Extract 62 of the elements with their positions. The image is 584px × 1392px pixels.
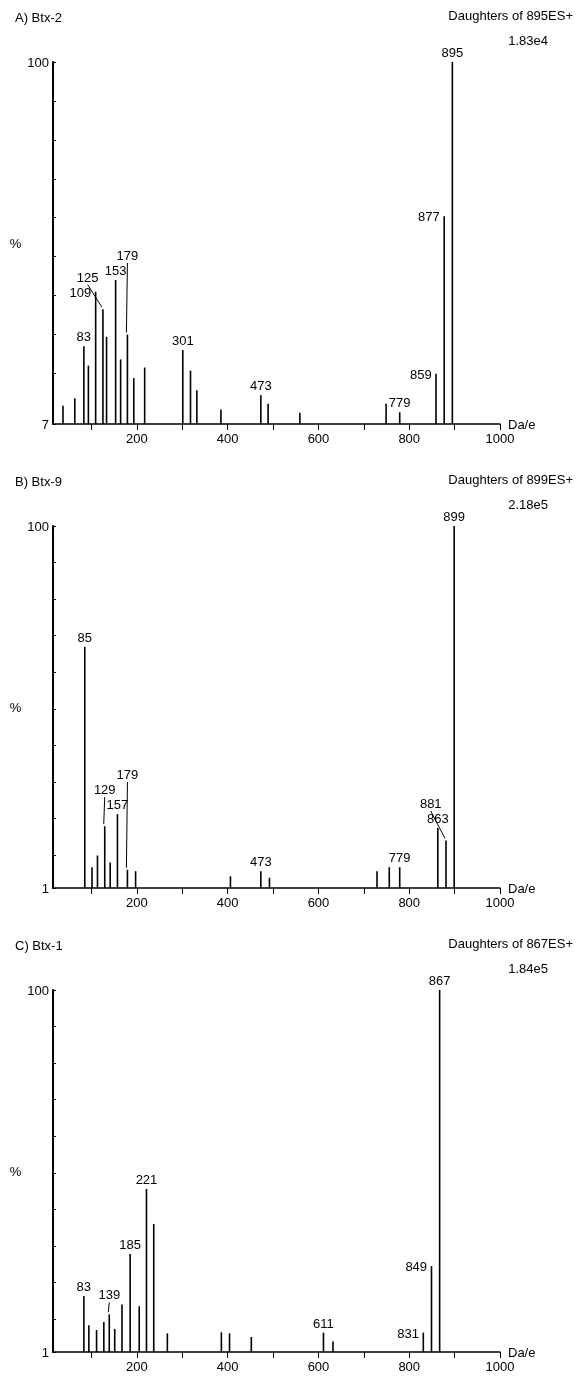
annotation: 473 <box>249 854 272 870</box>
y-axis-title: % <box>9 235 22 251</box>
x-tick-label: 200 <box>126 895 148 910</box>
x-tick-label: 400 <box>216 1359 239 1374</box>
annotation: 301 <box>171 333 194 349</box>
chart-title: C) Btx-1 <box>15 938 63 953</box>
y-tick-label: 100 <box>27 982 49 998</box>
x-tick-label: 800 <box>398 431 421 446</box>
annotation: 153 <box>104 262 127 278</box>
x-tick-label: 1000 <box>485 895 515 910</box>
annotation: 895 <box>441 45 464 60</box>
x-tick-label: 800 <box>398 895 421 910</box>
annotation: 129 <box>93 782 116 798</box>
y-tick-label: 7 <box>41 416 49 432</box>
annotation: 859 <box>409 366 432 382</box>
y-tick-label: 100 <box>27 518 49 534</box>
annotation: 473 <box>249 378 272 394</box>
y-tick-label: 1 <box>41 880 49 896</box>
annotation: 849 <box>405 1259 428 1275</box>
annotation: 125 <box>76 269 99 285</box>
annotation: 179 <box>116 247 139 263</box>
x-axis-title: Da/e <box>508 1344 536 1360</box>
annotation: 109 <box>69 284 92 300</box>
chart-subtitle: Daughters of 895ES+ <box>448 8 573 23</box>
y-tick-label: 100 <box>27 54 49 70</box>
annotation: 179 <box>116 767 139 783</box>
x-axis-title: Da/e <box>508 416 536 432</box>
chart-subtitle: Daughters of 899ES+ <box>448 472 573 487</box>
x-tick-label: 600 <box>307 895 330 910</box>
x-tick-label: 200 <box>126 431 148 446</box>
chart-title: A) Btx-2 <box>15 10 62 25</box>
annotation: 779 <box>388 850 411 866</box>
annotation: 185 <box>119 1237 141 1252</box>
x-tick-label: 1000 <box>485 1359 515 1374</box>
annotation: 899 <box>443 509 466 524</box>
x-tick-label: 400 <box>216 431 239 446</box>
chart-subtitle: Daughters of 867ES+ <box>448 936 573 951</box>
x-tick-label: 800 <box>398 1359 421 1374</box>
annotation: 83 <box>76 1279 92 1295</box>
y-axis-title: % <box>9 699 22 715</box>
x-axis-title: Da/e <box>508 880 536 896</box>
x-tick-label: 600 <box>307 431 330 446</box>
annotation: 139 <box>98 1287 121 1303</box>
annotation: 85 <box>77 629 92 645</box>
annotation: 831 <box>397 1325 419 1341</box>
annotation: 877 <box>418 209 440 225</box>
annotation: 779 <box>388 395 411 411</box>
chart-title: B) Btx-9 <box>15 474 62 489</box>
y-axis-title: % <box>9 1163 22 1179</box>
x-tick-label: 600 <box>307 1359 330 1374</box>
annotation: 867 <box>428 973 451 988</box>
annotation: 881 <box>419 796 442 812</box>
annotation: 611 <box>313 1315 334 1331</box>
text: 2.18e5 <box>508 497 548 512</box>
x-tick-label: 200 <box>126 1359 148 1374</box>
annotation: 221 <box>135 1171 158 1187</box>
x-tick-label: 1000 <box>485 431 515 446</box>
y-tick-label: 1 <box>41 1344 49 1360</box>
text: 1.83e4 <box>508 33 548 48</box>
text: 1.84e5 <box>508 961 548 976</box>
annotation: 83 <box>76 329 92 345</box>
x-tick-label: 400 <box>216 895 239 910</box>
